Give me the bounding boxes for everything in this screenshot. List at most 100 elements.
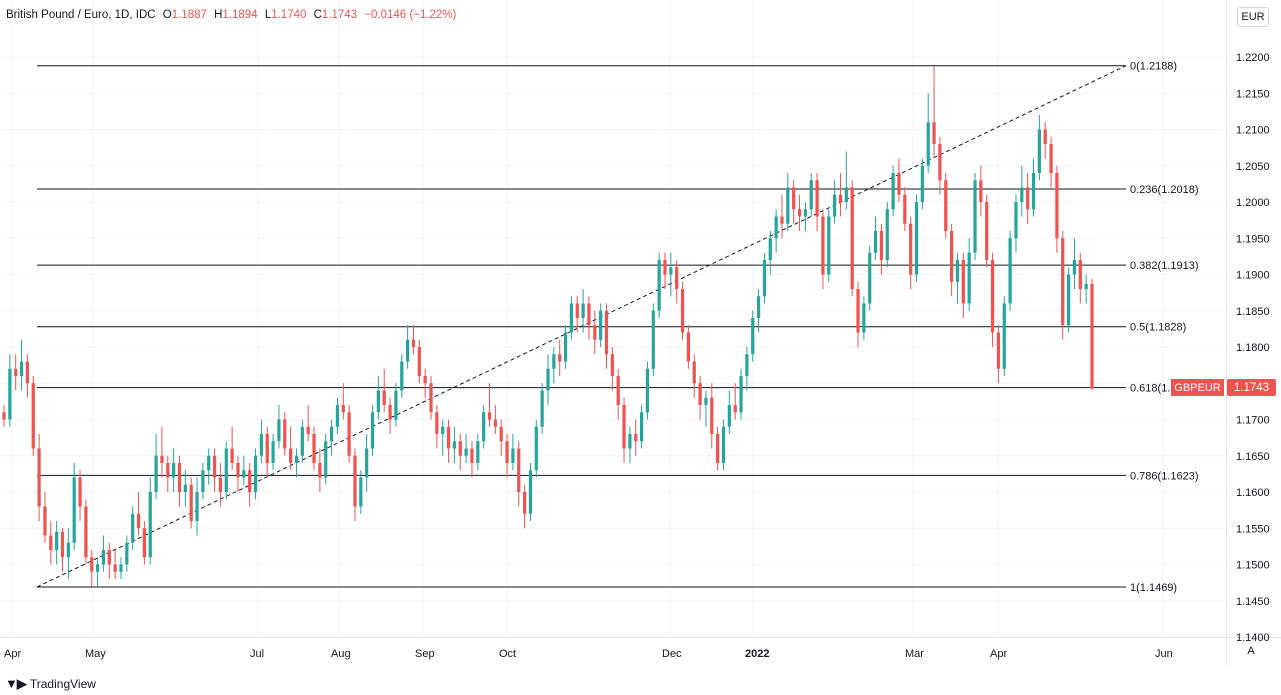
candle-body: [458, 441, 462, 456]
candle-body: [166, 463, 170, 478]
tradingview-footer[interactable]: ▼▶ TradingView: [5, 676, 96, 692]
candle-body: [324, 441, 328, 478]
price-tick-label: 1.2150: [1236, 88, 1270, 100]
candle-body: [762, 260, 767, 297]
candle-body: [663, 260, 667, 275]
candle-body: [446, 426, 451, 449]
candle-body: [300, 426, 304, 456]
candle-body: [862, 303, 866, 333]
candle-body: [903, 194, 907, 224]
candle-body: [868, 252, 872, 304]
candle-body: [14, 368, 18, 376]
price-tick-label: 1.2050: [1236, 161, 1270, 173]
candle-body: [797, 209, 802, 217]
candle-body: [990, 260, 995, 333]
candle-body: [31, 383, 35, 449]
candle-body: [716, 434, 720, 463]
candle-body: [844, 187, 848, 202]
candle-body: [909, 223, 913, 275]
tradingview-logo-icon: ▼▶: [5, 676, 27, 691]
candle-body: [710, 397, 714, 434]
candle-body: [411, 339, 416, 347]
price-tick-label: 1.2200: [1236, 52, 1270, 64]
candle-body: [692, 361, 696, 384]
candle-body: [441, 426, 445, 434]
fib-level-label: 0.5(1.1828): [1130, 322, 1186, 334]
candle-body: [1055, 173, 1059, 239]
candle-body: [1084, 283, 1088, 289]
fib-level-label: 0.236(1.2018): [1130, 184, 1199, 196]
candle-body: [1066, 274, 1071, 326]
fib-retracement: 0(1.2188) 0.236(1.2018) 0.382(1.1913) 0.5(1…: [37, 61, 1199, 594]
time-tick-label: Dec: [662, 648, 682, 660]
candle-body: [172, 463, 176, 478]
candle-body: [1014, 202, 1018, 239]
candle-body: [318, 463, 322, 478]
candle-body: [511, 448, 515, 463]
currency-button[interactable]: EUR: [1237, 7, 1269, 27]
price-tick-label: 1.1550: [1236, 523, 1270, 535]
candle-body: [563, 332, 568, 362]
candle-body: [376, 390, 380, 413]
candle-body: [961, 260, 965, 304]
fib-level-label: 0(1.2188): [1130, 61, 1177, 73]
candle-body: [856, 289, 860, 333]
candle-body: [400, 361, 404, 391]
candle-body: [610, 354, 614, 376]
candle-body: [634, 434, 638, 442]
candle-body: [476, 441, 480, 463]
candle-body: [721, 426, 726, 463]
candle-body: [207, 455, 211, 471]
candle-body: [382, 390, 386, 405]
candle-body: [37, 448, 41, 507]
candle-body: [774, 216, 778, 239]
price-tick-label: 1.1700: [1236, 415, 1270, 427]
candle-body: [1031, 173, 1036, 210]
time-tick-label: Jul: [250, 648, 264, 660]
trendline-dashed: [36, 65, 1127, 588]
change-value: −0.0146 (−1.22%): [364, 9, 457, 21]
time-tick-label: Oct: [499, 648, 516, 660]
candle-body: [850, 187, 854, 289]
candle-body: [271, 441, 275, 463]
candle-body: [938, 144, 942, 181]
candle-body: [283, 419, 287, 449]
price-tick-label: 1.1800: [1236, 342, 1270, 354]
candle-body: [49, 535, 53, 550]
low-label: L: [264, 9, 272, 21]
candle-body: [920, 165, 924, 202]
candle-body: [786, 187, 790, 224]
close-value: 1.1743: [321, 9, 358, 21]
candle-body: [1002, 303, 1006, 369]
high-label: H: [214, 9, 223, 21]
auto-scale-button[interactable]: A: [1247, 645, 1255, 657]
candle-body: [353, 455, 357, 507]
price-tick-label: 1.1850: [1236, 306, 1270, 318]
candle-body: [66, 542, 70, 558]
candle-body: [780, 216, 784, 224]
candle-body: [955, 260, 960, 282]
candle-body: [482, 412, 486, 442]
candle-body: [645, 368, 650, 413]
candle-body: [183, 484, 187, 492]
candle-body: [815, 180, 819, 217]
candle-body: [452, 441, 457, 449]
candle-body: [756, 296, 761, 318]
candle-body: [1037, 129, 1041, 173]
candle-body: [248, 470, 252, 492]
time-tick-label: Jun: [1155, 648, 1173, 660]
price-tick-label: 1.1900: [1236, 270, 1270, 282]
candle-body: [294, 455, 299, 463]
candle-body: [569, 303, 574, 333]
candle-body: [751, 318, 755, 355]
symbol-name: British Pound / Euro, 1D, IDC: [6, 9, 156, 21]
candle-body: [996, 332, 1001, 369]
candle-body: [1090, 283, 1094, 389]
candle-body: [429, 383, 433, 413]
time-tick-label: Aug: [331, 648, 351, 660]
candle-body: [195, 492, 199, 521]
time-tick-label: Apr: [990, 648, 1007, 660]
candle-body: [394, 390, 398, 420]
candle-body: [622, 405, 626, 449]
